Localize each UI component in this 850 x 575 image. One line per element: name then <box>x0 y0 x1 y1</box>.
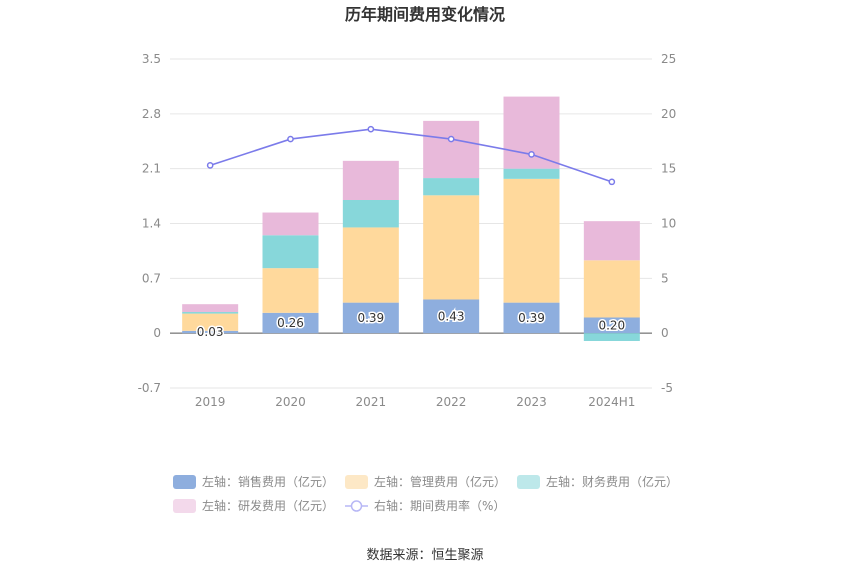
legend-line-marker <box>350 500 363 512</box>
left-tick-label: -0.7 <box>138 381 161 395</box>
right-tick-label: 0 <box>661 326 669 340</box>
bar-segment <box>503 96 560 169</box>
right-tick-label: 25 <box>661 52 676 66</box>
left-tick-label: 0.7 <box>142 271 161 285</box>
x-tick-label: 2024H1 <box>588 395 635 409</box>
bar-segment <box>583 333 640 341</box>
left-axis-ticks: 3.5 2.8 2.1 1.4 0.7 0 -0.7 <box>138 52 161 395</box>
bar-segment <box>583 260 640 318</box>
bar-segment <box>423 120 480 179</box>
legend-swatch <box>173 499 196 513</box>
left-tick-label: 2.1 <box>142 162 161 176</box>
bars <box>182 96 640 341</box>
legend-label: 左轴：研发费用（亿元） <box>202 498 334 513</box>
bar-segment <box>503 168 560 179</box>
bar-data-label: 0.43 <box>438 309 465 323</box>
bar-segment <box>583 221 640 261</box>
bar-data-label: 0.39 <box>518 311 545 325</box>
bar-segment <box>342 160 399 200</box>
left-tick-label: 2.8 <box>142 107 161 121</box>
bar-segment <box>342 200 399 228</box>
legend-label: 左轴：管理费用（亿元） <box>374 474 506 489</box>
left-tick-label: 1.4 <box>142 217 161 231</box>
legend-swatch <box>517 475 540 489</box>
line-series <box>206 125 616 186</box>
x-axis-ticks: 2019 2020 2021 2022 2023 2024H1 <box>195 395 636 409</box>
source-note: 数据来源：恒生聚源 <box>366 548 483 563</box>
bar-segment <box>583 317 640 334</box>
bar-data-label: 0.03 <box>197 325 224 339</box>
line-point <box>447 135 455 143</box>
left-tick-label: 3.5 <box>142 52 161 66</box>
bar-segment <box>182 330 239 334</box>
right-tick-label: 20 <box>661 107 676 121</box>
bar-segment <box>262 268 319 313</box>
line-point <box>367 125 375 133</box>
legend-label: 右轴：期间费用率（%） <box>374 498 505 513</box>
x-tick-label: 2019 <box>195 395 226 409</box>
bar-data-label: 0.26 <box>277 316 304 330</box>
bar-segment <box>503 178 560 303</box>
right-tick-label: 10 <box>661 217 676 231</box>
grid <box>170 58 652 389</box>
x-tick-label: 2023 <box>516 395 547 409</box>
legend-swatch <box>345 475 368 489</box>
line-point <box>287 135 294 143</box>
expense-ratio-line <box>209 128 613 183</box>
right-axis-ticks: 25 20 15 10 5 0 -5 <box>661 52 676 395</box>
bar-data-label: 0.20 <box>598 318 625 332</box>
left-tick-label: 0 <box>153 326 161 340</box>
x-tick-label: 2022 <box>436 395 467 409</box>
bar-segment <box>423 299 480 334</box>
bar-segment <box>503 302 560 334</box>
line-point <box>206 162 214 169</box>
bar-segment <box>423 178 480 196</box>
x-tick-label: 2020 <box>275 395 306 409</box>
bar-segment <box>423 195 480 300</box>
bar-data-label: 0.39 <box>357 311 384 325</box>
bar-segment <box>342 227 399 303</box>
data-labels: 0.03 0.26 0.39 0.43 0.39 0.20 <box>195 308 626 341</box>
bar-segment <box>342 302 399 334</box>
legend-label: 左轴：财务费用（亿元） <box>546 474 678 489</box>
legend-label: 左轴：销售费用（亿元） <box>202 474 334 489</box>
chart-title: 历年期间费用变化情况 <box>345 5 505 24</box>
bar-segment <box>262 312 319 334</box>
bar-segment <box>182 312 239 314</box>
legend: 左轴：销售费用（亿元） 左轴：管理费用（亿元） 左轴：财务费用（亿元） 左轴：研发费用… <box>173 474 678 513</box>
right-tick-label: -5 <box>661 381 673 395</box>
bar-segment <box>262 235 319 269</box>
bar-segment <box>262 212 319 236</box>
legend-swatch <box>173 475 196 489</box>
right-tick-label: 15 <box>661 162 676 176</box>
right-tick-label: 5 <box>661 271 669 285</box>
bar-segment <box>182 313 239 331</box>
line-point <box>608 178 616 186</box>
bar-segment <box>182 304 239 313</box>
x-tick-label: 2021 <box>356 395 387 409</box>
line-point <box>528 151 535 158</box>
